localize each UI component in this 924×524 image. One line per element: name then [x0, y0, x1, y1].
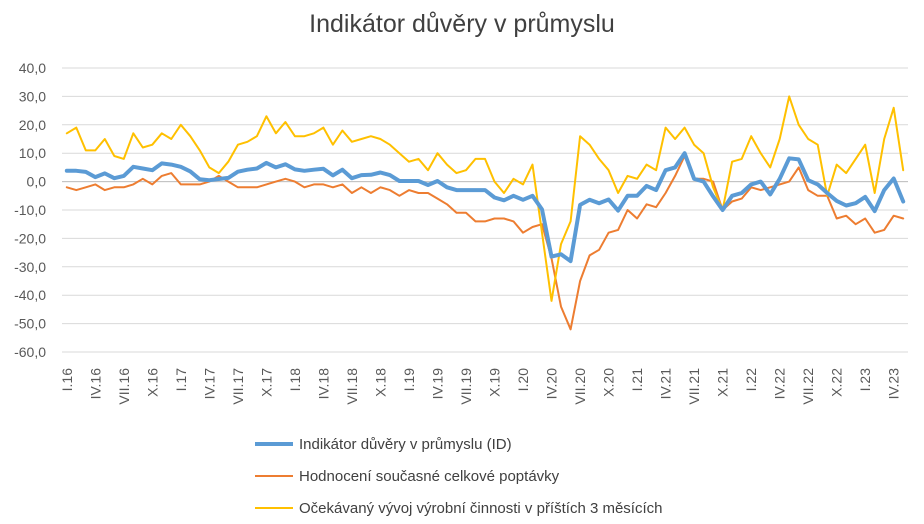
legend-item-demand: Hodnocení současné celkové poptávky — [255, 460, 662, 492]
x-tick-label: X.21 — [715, 368, 731, 397]
legend-swatch-orange — [255, 475, 293, 477]
x-tick-label: X.22 — [829, 368, 845, 397]
y-axis-ticks: 40,0 30,0 20,0 10,0 0,0 -10,0 -20,0 -30,0 -40,0 -… — [14, 60, 46, 360]
y-tick-label: -60,0 — [14, 344, 46, 360]
x-tick-label: X.20 — [601, 368, 617, 397]
x-tick-label: X.19 — [487, 368, 503, 397]
y-tick-label: -50,0 — [14, 316, 46, 332]
x-tick-label: VII.20 — [572, 368, 588, 405]
x-tick-label: IV.19 — [429, 368, 445, 400]
series-lines — [64, 95, 906, 331]
x-tick-label: VII.17 — [230, 368, 246, 405]
x-tick-label: I.22 — [743, 368, 759, 392]
x-tick-label: VII.16 — [116, 368, 132, 405]
x-tick-label: VII.21 — [686, 368, 702, 405]
x-tick-label: I.19 — [401, 368, 417, 392]
x-tick-label: IV.23 — [886, 368, 902, 400]
y-tick-label: -30,0 — [14, 259, 46, 275]
x-tick-label: IV.18 — [315, 368, 331, 400]
y-tick-label: 0,0 — [27, 174, 47, 190]
x-tick-label: IV.22 — [772, 368, 788, 400]
x-tick-label: IV.17 — [201, 368, 217, 400]
chart-title: Indikátor důvěry v průmyslu — [309, 10, 615, 38]
x-tick-label: I.21 — [629, 368, 645, 392]
x-tick-label: VII.22 — [800, 368, 816, 405]
x-axis-ticks: I.16 IV.16 VII.16 X.16 I.17 IV.17 VII.17 X.17 I.… — [59, 368, 902, 405]
gridlines — [62, 67, 908, 353]
legend-swatch-yellow — [255, 507, 293, 509]
legend-label: Hodnocení současné celkové poptávky — [299, 467, 560, 485]
y-tick-label: 10,0 — [19, 145, 46, 161]
x-tick-label: I.23 — [857, 368, 873, 392]
legend: Indikátor důvěry v průmyslu (ID) Hodnoce… — [255, 428, 662, 524]
y-tick-label: 30,0 — [19, 88, 46, 104]
x-tick-label: I.18 — [287, 368, 303, 392]
y-tick-label: -10,0 — [14, 202, 46, 218]
x-tick-label: I.20 — [515, 368, 531, 392]
series-line-0 — [64, 151, 906, 264]
x-tick-label: IV.16 — [87, 368, 103, 400]
legend-label: Indikátor důvěry v průmyslu (ID) — [299, 435, 512, 453]
y-tick-label: 40,0 — [19, 60, 46, 76]
legend-item-id: Indikátor důvěry v průmyslu (ID) — [255, 428, 662, 460]
series-line-2 — [65, 95, 905, 302]
x-tick-label: X.16 — [144, 368, 160, 397]
y-tick-label: -40,0 — [14, 287, 46, 303]
x-tick-label: I.17 — [173, 368, 189, 392]
y-tick-label: -20,0 — [14, 230, 46, 246]
x-tick-label: VII.18 — [344, 368, 360, 405]
x-tick-label: IV.21 — [658, 368, 674, 400]
x-tick-label: I.16 — [59, 368, 75, 392]
x-tick-label: VII.19 — [458, 368, 474, 405]
y-tick-label: 20,0 — [19, 117, 46, 133]
legend-swatch-blue — [255, 442, 293, 446]
legend-label: Očekávaný vývoj výrobní činnosti v příšt… — [299, 499, 663, 517]
x-tick-label: IV.20 — [544, 368, 560, 400]
x-tick-label: X.18 — [372, 368, 388, 397]
x-tick-label: X.17 — [258, 368, 274, 397]
legend-item-expectations: Očekávaný vývoj výrobní činnosti v příšt… — [255, 492, 662, 524]
